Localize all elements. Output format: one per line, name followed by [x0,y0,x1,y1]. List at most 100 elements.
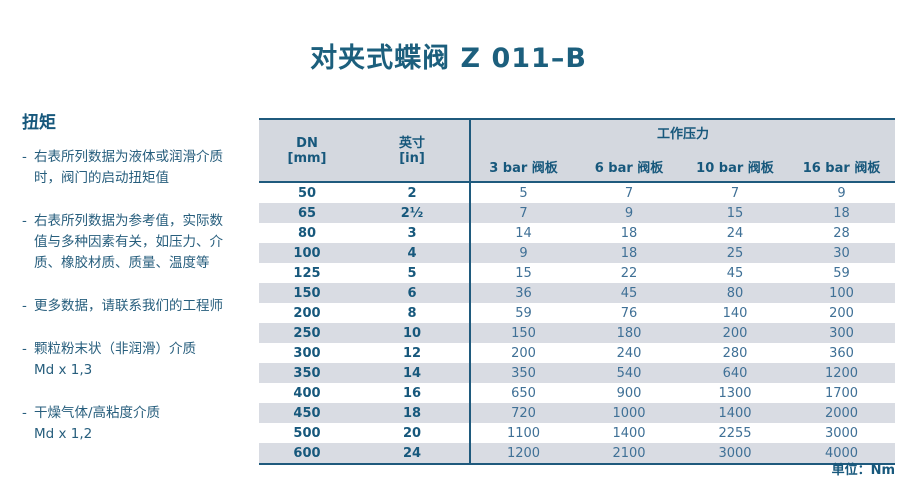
cell-torque: 9 [576,203,682,223]
cell-torque: 1400 [682,403,788,423]
cell-torque: 240 [616,345,642,361]
table-header: DN [mm] 英寸 [in] 工作压力 3 bar 阀板 6 bar 阀板 1… [259,119,896,182]
cell-torque: 14 [469,223,576,243]
bullet-marker: - [22,405,27,421]
cell-dn: 150 [259,283,355,303]
sidebar-bullet-list: - 右表所列数据为液体或润滑介质时，阀门的启动扭矩值 - 右表所列数据为参考值，实际数… [22,147,260,445]
cell-dn: 200 [293,305,321,321]
cell-torque: 280 [722,345,748,361]
cell-torque: 650 [469,383,576,403]
cell-torque: 18 [788,203,896,223]
bullet-marker: - [22,341,27,357]
cell-torque: 7 [624,185,634,201]
cell-torque: 2100 [576,443,682,464]
bullet-item: - 右表所列数据为液体或润滑介质时，阀门的启动扭矩值 [22,147,260,189]
cell-torque: 1100 [469,423,576,443]
cell-dn: 300 [293,345,321,361]
cell-torque: 540 [576,363,682,383]
cell-torque: 3000 [682,443,788,464]
cell-torque: 1400 [612,425,646,441]
bullet-marker: - [22,298,27,314]
bullet-text: 干燥气体/高粘度介质 Md x 1,2 [34,403,230,445]
col-header-dn-line1: DN [296,135,318,151]
table-row: 100 4 9 18 25 30 [259,243,896,263]
bullet-item: - 干燥气体/高粘度介质 Md x 1,2 [22,403,260,445]
table-row: 200 8 59 76 140 200 [259,303,895,323]
cell-dn: 50 [297,185,317,201]
cell-inch: 18 [355,403,470,423]
bullet-text: 更多数据，请联系我们的工程师 [34,298,223,314]
cell-dn: 450 [259,403,355,423]
cell-dn: 125 [293,265,321,281]
cell-torque: 720 [469,403,576,423]
cell-dn: 400 [293,385,321,401]
cell-torque: 1300 [718,385,752,401]
cell-dn: 600 [259,443,355,464]
cell-torque: 300 [788,323,896,343]
cell-inch: 10 [355,323,470,343]
cell-torque: 45 [576,283,682,303]
cell-inch: 2½ [355,203,470,223]
cell-torque: 2255 [718,425,752,441]
bullet-subtext: Md x 1,3 [34,362,93,378]
cell-torque: 24 [726,225,744,241]
cell-torque: 140 [722,305,748,321]
cell-torque: 1700 [824,385,859,401]
col-header-6bar: 6 bar 阀板 [576,144,682,182]
cell-inch: 20 [402,425,422,441]
table-row: 500 20 1100 1400 2255 3000 [259,423,895,443]
page-title: 对夹式蝶阀 Z 011–B [310,43,587,74]
cell-torque: 45 [726,265,744,281]
cell-inch: 16 [402,385,422,401]
cell-inch: 6 [355,283,470,303]
cell-dn: 250 [259,323,355,343]
table-body: 50 2 5 7 7 9 65 2½ 7 9 15 18 80 3 14 18 24 28 100 4 9 18 25 30 1… [259,182,896,464]
cell-torque: 76 [620,305,638,321]
cell-torque: 7 [730,185,740,201]
cell-torque: 200 [829,305,854,321]
torque-table: DN [mm] 英寸 [in] 工作压力 3 bar 阀板 6 bar 阀板 1… [259,118,896,465]
table-row: 150 6 36 45 80 100 [259,283,896,303]
bullet-marker: - [22,213,27,229]
cell-torque: 5 [469,182,576,203]
bullet-text: 颗粒粉末状（非润滑）介质 Md x 1,3 [34,339,230,381]
cell-dn: 80 [297,225,317,241]
cell-dn: 100 [259,243,355,263]
cell-torque: 15 [682,203,788,223]
col-group-working-pressure: 工作压力 [468,119,896,144]
bullet-item: - 更多数据，请联系我们的工程师 [22,296,260,317]
torque-heading: 扭矩 [22,113,56,133]
bullet-subtext: Md x 1,2 [34,426,93,442]
cell-torque: 22 [620,265,638,281]
table-row: 300 12 200 240 280 360 [259,343,895,363]
cell-torque: 80 [682,283,788,303]
notes-sidebar: 扭矩 - 右表所列数据为液体或润滑介质时，阀门的启动扭矩值 - 右表所列数据为参考值，… [22,108,260,467]
cell-torque: 36 [469,283,576,303]
cell-torque: 200 [682,323,788,343]
cell-torque: 150 [469,323,576,343]
cell-torque: 7 [469,203,576,223]
cell-torque: 15 [469,263,576,283]
cell-dn: 500 [293,425,321,441]
table-row: 450 18 720 1000 1400 2000 [259,403,896,423]
cell-torque: 1200 [469,443,576,464]
cell-torque: 9 [469,243,576,263]
cell-torque: 900 [616,385,642,401]
header-row-pressures: 3 bar 阀板 6 bar 阀板 10 bar 阀板 16 bar 阀板 [259,144,896,182]
col-header-3bar: 3 bar 阀板 [469,144,576,182]
header-row-group: DN [mm] 英寸 [in] 工作压力 [259,119,896,182]
cell-inch: 4 [355,243,470,263]
table-row: 600 24 1200 2100 3000 4000 [259,443,896,464]
cell-torque: 360 [829,345,854,361]
cell-torque: 3000 [824,425,859,441]
table-row: 65 2½ 7 9 15 18 [259,203,896,223]
col-header-inch-line1: 英寸 [398,135,425,151]
col-header-inch: 英寸 [in] [355,119,470,182]
cell-inch: 24 [355,443,470,464]
cell-inch: 5 [407,265,417,281]
cell-torque: 350 [469,363,576,383]
col-header-10bar: 10 bar 阀板 [682,144,788,182]
bullet-marker: - [22,149,27,165]
col-header-16bar: 16 bar 阀板 [788,144,896,182]
